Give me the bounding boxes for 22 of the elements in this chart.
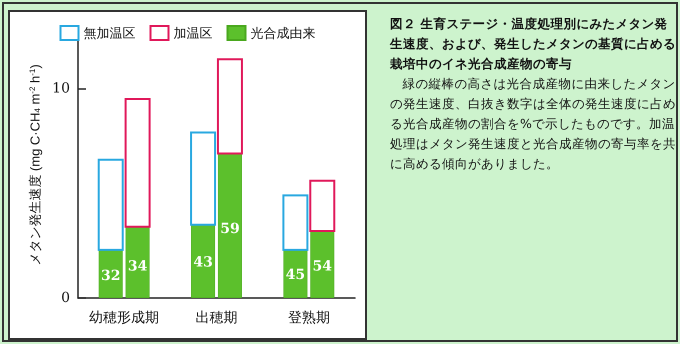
legend-label: 光合成由来 — [250, 26, 316, 40]
x-tick-label: 幼穂形成期 — [89, 309, 160, 325]
y-tick-label: 0 — [61, 290, 70, 306]
annotation: 34 — [128, 258, 148, 275]
annotation: 43 — [193, 254, 213, 270]
bar — [98, 250, 123, 298]
bar — [310, 230, 334, 298]
x-tick-label: 出穂期 — [196, 309, 238, 325]
legend-label: 無加温区 — [84, 26, 136, 40]
text: 緑の縦棒の高さは光合成産物に由来したメタンの発生速度、白抜き数字は全体の発生速度に占める光合成産物の割合を%で示したものです。加温処理はメタン発生速度と光合成産物の寄与率を共に高める傾向がありました。 — [390, 75, 677, 173]
annotation: 45 — [286, 266, 306, 283]
bar — [218, 153, 242, 298]
bar — [191, 224, 216, 298]
bar — [126, 226, 150, 298]
annotation: 32 — [100, 268, 120, 284]
x-tick-label: 登熟期 — [288, 309, 330, 325]
annotation: 54 — [312, 258, 332, 275]
text: 図２ 生育ステージ・温度処理別にみたメタン発生速度、および、発生したメタンの基質に占める栽培中のイネ光合成産物の寄与 — [390, 15, 677, 73]
y-tick-label: 10 — [52, 80, 70, 97]
legend-label: 加温区 — [174, 26, 212, 40]
y-axis-title: メタン発生速度 (mg C·CH4 m-2 h-1) — [27, 64, 42, 266]
annotation: 59 — [220, 220, 240, 237]
